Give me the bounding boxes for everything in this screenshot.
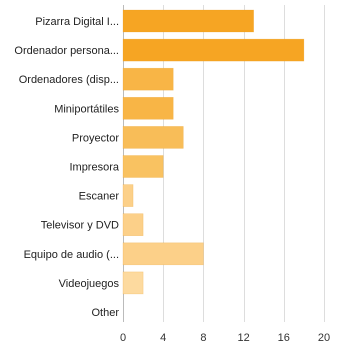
- bar: [122, 242, 204, 266]
- bar: [122, 38, 305, 62]
- bar: [122, 213, 144, 236]
- category-label: Impresora: [69, 162, 119, 174]
- bar: [122, 184, 134, 207]
- category-label: Miniportátiles: [54, 103, 119, 115]
- bar: [122, 67, 174, 91]
- x-tick-label: 4: [160, 332, 166, 343]
- x-tick-label: 8: [200, 332, 206, 343]
- category-label: Ordenador persona...: [14, 45, 119, 57]
- category-label: Ordenadores (disp...: [19, 74, 119, 86]
- bar: [122, 9, 254, 33]
- category-label: Escaner: [79, 191, 120, 203]
- bar: [122, 155, 164, 178]
- category-label: Televisor y DVD: [41, 220, 119, 232]
- bar: [122, 97, 174, 120]
- category-label: Equipo de audio (...: [24, 249, 119, 261]
- x-tick-label: 20: [318, 332, 330, 343]
- category-labels: Pizarra Digital I... Ordenador persona...…: [14, 16, 119, 319]
- bar: [122, 126, 184, 149]
- category-label: Videojuegos: [59, 278, 120, 290]
- bar: [122, 271, 144, 295]
- x-tick-label: 16: [278, 332, 290, 343]
- category-label: Pizarra Digital I...: [35, 16, 119, 28]
- category-label: Proyector: [72, 132, 119, 144]
- x-tick-label: 12: [237, 332, 249, 343]
- category-label: Other: [91, 307, 119, 319]
- bars: [122, 9, 305, 295]
- x-tick-labels: 0 4 8 12 16 20: [120, 332, 330, 343]
- x-tick-label: 0: [120, 332, 126, 343]
